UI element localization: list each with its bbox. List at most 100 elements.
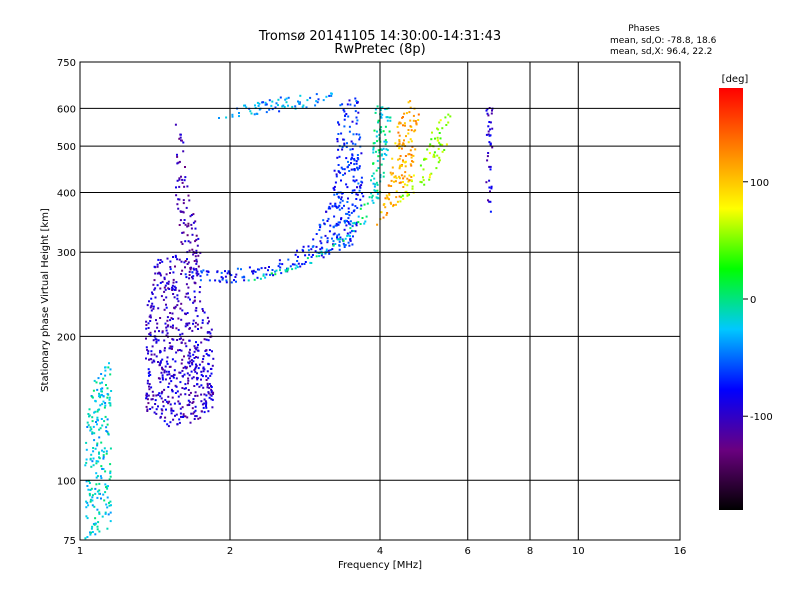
scatter-point	[334, 203, 337, 206]
scatter-point	[355, 133, 358, 136]
scatter-point	[226, 272, 229, 275]
scatter-point	[336, 234, 339, 237]
scatter-point	[296, 266, 299, 269]
scatter-point	[333, 185, 336, 188]
scatter-point	[145, 357, 147, 360]
scatter-point	[281, 263, 284, 266]
scatter-point	[165, 370, 168, 373]
scatter-point	[346, 103, 349, 106]
scatter-point	[195, 260, 198, 263]
y-tick-label: 200	[57, 332, 76, 343]
scatter-point	[392, 204, 395, 207]
scatter-point	[335, 175, 338, 178]
scatter-point	[212, 357, 215, 360]
scatter-point	[486, 108, 489, 111]
scatter-point	[373, 185, 376, 188]
scatter-point	[108, 504, 111, 507]
scatter-point	[268, 108, 271, 111]
scatter-point	[187, 261, 190, 264]
scatter-point	[398, 195, 401, 198]
scatter-point	[414, 148, 417, 151]
scatter-point	[164, 399, 167, 401]
scatter-point	[172, 271, 175, 274]
scatter-point	[264, 267, 267, 269]
scatter-point	[336, 236, 338, 239]
scatter-point	[210, 372, 213, 375]
scatter-point	[182, 211, 185, 214]
scatter-point	[195, 364, 198, 367]
scatter-point	[146, 398, 149, 401]
scatter-point	[354, 205, 357, 208]
scatter-point	[485, 109, 488, 112]
scatter-point	[187, 382, 189, 385]
scatter-point	[189, 421, 192, 424]
scatter-point	[175, 327, 178, 330]
scatter-point	[171, 289, 174, 291]
scatter-point	[434, 137, 436, 140]
scatter-point	[102, 493, 105, 496]
scatter-point	[186, 416, 189, 419]
scatter-point	[357, 182, 360, 185]
scatter-point	[99, 404, 102, 407]
scatter-point	[344, 244, 347, 247]
scatter-point	[102, 395, 105, 398]
scatter-point	[320, 250, 323, 253]
scatter-point	[150, 350, 153, 353]
scatter-point	[412, 174, 415, 177]
scatter-point	[172, 409, 175, 412]
y-tick-label: 100	[57, 476, 76, 487]
scatter-point	[196, 377, 199, 380]
scatter-point	[150, 398, 153, 401]
scatter-point	[91, 499, 94, 502]
scatter-point	[409, 100, 412, 103]
scatter-point	[167, 425, 170, 428]
scatter-point	[156, 272, 159, 275]
scatter-point	[337, 148, 340, 151]
scatter-point	[195, 258, 198, 261]
scatter-point	[186, 312, 189, 314]
scatter-point	[85, 515, 88, 518]
scatter-point	[422, 168, 425, 171]
scatter-point	[145, 392, 148, 395]
scatter-point	[206, 273, 209, 276]
scatter-point	[439, 137, 442, 140]
scatter-point	[356, 193, 359, 196]
scatter-point	[408, 174, 411, 177]
scatter-point	[149, 408, 152, 410]
scatter-point	[488, 121, 491, 123]
scatter-point	[254, 270, 257, 273]
scatter-point	[188, 327, 191, 330]
scatter-point	[94, 517, 97, 520]
scatter-point	[377, 119, 380, 122]
scatter-point	[178, 421, 181, 424]
scatter-point	[156, 326, 159, 329]
scatter-point	[270, 272, 273, 275]
scatter-point	[108, 396, 111, 399]
scatter-point	[404, 165, 407, 168]
scatter-point	[243, 276, 246, 279]
scatter-point	[205, 375, 208, 378]
scatter-point	[193, 290, 196, 293]
scatter-point	[335, 222, 338, 225]
scatter-point	[356, 157, 359, 159]
scatter-point	[315, 100, 318, 103]
scatter-point	[385, 116, 388, 119]
chart-title: Tromsø 20141105 14:30:00-14:31:43	[258, 29, 501, 44]
scatter-point	[205, 394, 208, 397]
scatter-point	[186, 185, 189, 188]
scatter-point	[345, 113, 348, 115]
scatter-point	[181, 375, 184, 378]
scatter-point	[200, 410, 203, 413]
scatter-point	[286, 269, 289, 272]
scatter-point	[105, 384, 107, 386]
scatter-point	[310, 256, 313, 258]
scatter-point	[298, 101, 301, 104]
scatter-point	[187, 379, 190, 382]
scatter-point	[282, 104, 285, 107]
scatter-point	[109, 404, 112, 407]
scatter-point	[312, 238, 315, 241]
scatter-point	[398, 165, 401, 168]
scatter-point	[225, 116, 228, 119]
scatter-point	[161, 368, 164, 371]
scatter-point	[147, 322, 150, 325]
